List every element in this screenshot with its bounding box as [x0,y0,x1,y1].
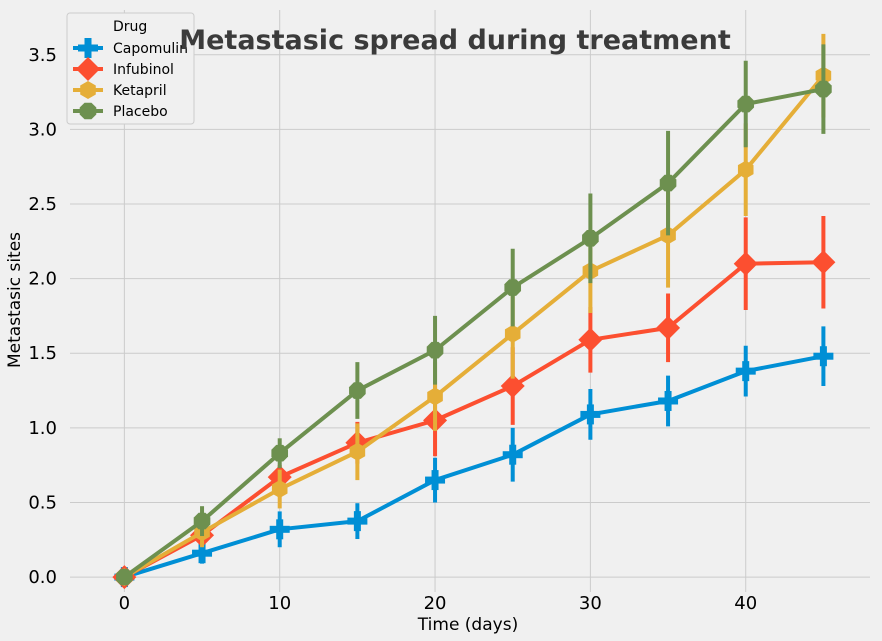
legend-entry: Infubinol [73,57,174,81]
y-tick-label: 2.5 [28,194,57,215]
series-infubinol [112,215,836,590]
y-tick-label: 3.5 [28,45,57,66]
data-point [658,390,679,411]
series-layer [112,33,836,590]
series-line [123,74,825,579]
y-tick-label: 1.5 [28,343,57,364]
legend-label: Infubinol [113,62,174,78]
legend-entry: Placebo [73,102,168,120]
legend-title: Drug [113,19,147,35]
x-tick-label: 40 [734,593,757,614]
x-tick-label: 10 [268,593,291,614]
y-tick-label: 2.0 [28,269,57,290]
data-point [271,480,288,499]
legend-box [66,12,195,125]
series-placebo [116,44,832,586]
data-point [427,387,443,406]
data-point [504,324,521,343]
legend-marker [79,102,97,120]
x-axis-label: Time (days) [417,615,518,635]
data-point [269,519,290,540]
data-point [582,230,599,247]
data-point [349,442,366,461]
legend-label: Ketapril [113,83,167,99]
data-point [500,374,525,399]
data-point [656,315,681,340]
data-point [426,341,444,359]
legend-entries: Capomulin Infubinol Ketapril Placebo [73,38,188,120]
data-point [192,543,213,564]
data-point [271,444,289,462]
legend-label: Capomulin [113,41,188,57]
data-point [578,327,603,352]
y-tick-label: 3.0 [28,119,57,140]
legend: Drug Capomulin Infubinol Ketapril Placebo [66,12,195,125]
y-tick-label: 0.0 [28,567,57,588]
chart-title: Metastasic spread during treatment [179,25,731,56]
legend-marker [76,57,100,81]
data-point [425,470,446,491]
data-point [502,444,523,465]
series-line [123,354,824,579]
data-point [349,382,366,399]
data-point [193,512,211,530]
data-point [116,568,133,586]
legend-marker [80,81,96,99]
data-point [504,279,522,296]
x-tick-label: 30 [579,593,602,614]
series-capomulin [114,326,834,588]
data-point [813,346,834,367]
x-tick-label: 20 [424,593,447,614]
data-point [580,404,601,425]
data-point [737,95,755,113]
data-point [737,160,754,179]
legend-label: Placebo [113,104,168,120]
data-point [811,250,836,275]
data-point [660,226,676,245]
legend-entry: Ketapril [73,81,167,99]
data-point [735,361,756,382]
y-tick-label: 1.0 [28,418,57,439]
data-point [815,80,832,98]
y-axis-label: Metastasic sites [5,232,25,368]
data-point [347,511,368,532]
x-tick-label: 0 [119,593,130,614]
data-point [733,251,758,276]
series-line [123,87,824,579]
y-tick-label: 0.5 [28,492,57,513]
data-point [659,174,677,192]
series-line [123,260,824,579]
legend-marker [78,38,98,58]
legend-entry: Capomulin [73,38,188,58]
tick-labels: 0 10 20 30 40 0.0 0.5 1.0 1.5 2.0 2.5 3.0 3.5 [28,45,757,614]
